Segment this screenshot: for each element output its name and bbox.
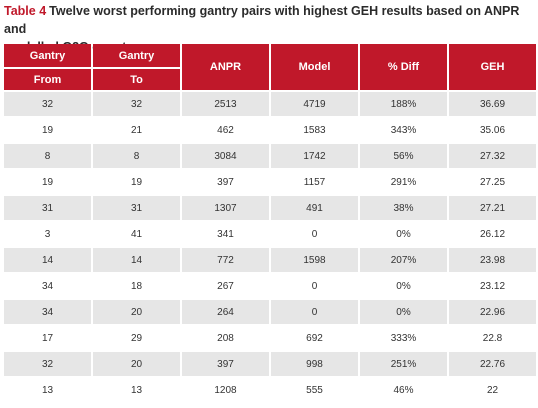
cell-model: 555 bbox=[271, 378, 358, 402]
cell-anpr: 462 bbox=[182, 118, 269, 142]
cell-to: 21 bbox=[93, 118, 180, 142]
cell-to: 20 bbox=[93, 300, 180, 324]
cell-geh: 22 bbox=[449, 378, 536, 402]
cell-geh: 26.12 bbox=[449, 222, 536, 246]
cell-to: 18 bbox=[93, 274, 180, 298]
header-gantry-from-top: Gantry bbox=[4, 44, 91, 67]
cell-to: 32 bbox=[93, 92, 180, 116]
cell-geh: 22.96 bbox=[449, 300, 536, 324]
cell-model: 1157 bbox=[271, 170, 358, 194]
cell-pct-diff: 291% bbox=[360, 170, 447, 194]
caption-line-1: Twelve worst performing gantry pairs wit… bbox=[4, 4, 520, 36]
cell-anpr: 341 bbox=[182, 222, 269, 246]
cell-model: 692 bbox=[271, 326, 358, 350]
cell-from: 32 bbox=[4, 352, 91, 376]
cell-from: 8 bbox=[4, 144, 91, 168]
cell-from: 14 bbox=[4, 248, 91, 272]
cell-to: 14 bbox=[93, 248, 180, 272]
cell-from: 19 bbox=[4, 118, 91, 142]
cell-pct-diff: 207% bbox=[360, 248, 447, 272]
header-gantry-to-bottom: To bbox=[93, 69, 180, 90]
table-row: 3 41 341 0 0% 26.12 bbox=[4, 222, 536, 246]
cell-from: 34 bbox=[4, 274, 91, 298]
cell-anpr: 397 bbox=[182, 170, 269, 194]
table-row: 19 19 397 1157 291% 27.25 bbox=[4, 170, 536, 194]
geh-results-table: Gantry Gantry ANPR Model % Diff GEH From… bbox=[2, 42, 538, 404]
cell-to: 31 bbox=[93, 196, 180, 220]
table-row: 34 18 267 0 0% 23.12 bbox=[4, 274, 536, 298]
table-row: 17 29 208 692 333% 22.8 bbox=[4, 326, 536, 350]
table-body: 32 32 2513 4719 188% 36.69 19 21 462 1583 343% 35.0… bbox=[4, 92, 536, 402]
cell-to: 20 bbox=[93, 352, 180, 376]
table-row: 32 32 2513 4719 188% 36.69 bbox=[4, 92, 536, 116]
cell-pct-diff: 0% bbox=[360, 222, 447, 246]
cell-model: 4719 bbox=[271, 92, 358, 116]
table-number: Table 4 bbox=[4, 4, 47, 18]
cell-anpr: 397 bbox=[182, 352, 269, 376]
cell-pct-diff: 251% bbox=[360, 352, 447, 376]
cell-pct-diff: 0% bbox=[360, 300, 447, 324]
table-row: 31 31 1307 491 38% 27.21 bbox=[4, 196, 536, 220]
header-pct-diff: % Diff bbox=[360, 44, 447, 90]
cell-to: 8 bbox=[93, 144, 180, 168]
cell-model: 1742 bbox=[271, 144, 358, 168]
cell-pct-diff: 188% bbox=[360, 92, 447, 116]
cell-anpr: 267 bbox=[182, 274, 269, 298]
cell-geh: 27.32 bbox=[449, 144, 536, 168]
cell-pct-diff: 38% bbox=[360, 196, 447, 220]
table-row: 19 21 462 1583 343% 35.06 bbox=[4, 118, 536, 142]
cell-from: 32 bbox=[4, 92, 91, 116]
cell-pct-diff: 56% bbox=[360, 144, 447, 168]
cell-anpr: 1307 bbox=[182, 196, 269, 220]
cell-model: 998 bbox=[271, 352, 358, 376]
cell-pct-diff: 0% bbox=[360, 274, 447, 298]
cell-pct-diff: 333% bbox=[360, 326, 447, 350]
header-row-bottom: From To bbox=[4, 69, 536, 90]
table-row: 14 14 772 1598 207% 23.98 bbox=[4, 248, 536, 272]
cell-to: 29 bbox=[93, 326, 180, 350]
cell-geh: 23.12 bbox=[449, 274, 536, 298]
cell-model: 1598 bbox=[271, 248, 358, 272]
table-row: 32 20 397 998 251% 22.76 bbox=[4, 352, 536, 376]
cell-anpr: 772 bbox=[182, 248, 269, 272]
cell-anpr: 2513 bbox=[182, 92, 269, 116]
table-row: 8 8 3084 1742 56% 27.32 bbox=[4, 144, 536, 168]
header-row-top: Gantry Gantry ANPR Model % Diff GEH bbox=[4, 44, 536, 90]
cell-model: 0 bbox=[271, 222, 358, 246]
cell-anpr: 264 bbox=[182, 300, 269, 324]
cell-geh: 22.76 bbox=[449, 352, 536, 376]
table-row: 34 20 264 0 0% 22.96 bbox=[4, 300, 536, 324]
cell-geh: 35.06 bbox=[449, 118, 536, 142]
cell-model: 1583 bbox=[271, 118, 358, 142]
cell-from: 31 bbox=[4, 196, 91, 220]
cell-from: 3 bbox=[4, 222, 91, 246]
cell-from: 34 bbox=[4, 300, 91, 324]
cell-anpr: 3084 bbox=[182, 144, 269, 168]
cell-geh: 23.98 bbox=[449, 248, 536, 272]
cell-model: 0 bbox=[271, 300, 358, 324]
cell-to: 19 bbox=[93, 170, 180, 194]
cell-geh: 22.8 bbox=[449, 326, 536, 350]
cell-anpr: 1208 bbox=[182, 378, 269, 402]
header-geh: GEH bbox=[449, 44, 536, 90]
cell-geh: 27.21 bbox=[449, 196, 536, 220]
cell-to: 41 bbox=[93, 222, 180, 246]
header-anpr: ANPR bbox=[182, 44, 269, 90]
table-row: 13 13 1208 555 46% 22 bbox=[4, 378, 536, 402]
cell-model: 491 bbox=[271, 196, 358, 220]
cell-to: 13 bbox=[93, 378, 180, 402]
header-gantry-from-bottom: From bbox=[4, 69, 91, 90]
cell-model: 0 bbox=[271, 274, 358, 298]
cell-pct-diff: 46% bbox=[360, 378, 447, 402]
cell-anpr: 208 bbox=[182, 326, 269, 350]
cell-from: 13 bbox=[4, 378, 91, 402]
cell-from: 19 bbox=[4, 170, 91, 194]
cell-from: 17 bbox=[4, 326, 91, 350]
cell-pct-diff: 343% bbox=[360, 118, 447, 142]
cell-geh: 27.25 bbox=[449, 170, 536, 194]
header-model: Model bbox=[271, 44, 358, 90]
header-gantry-to-top: Gantry bbox=[93, 44, 180, 67]
cell-geh: 36.69 bbox=[449, 92, 536, 116]
